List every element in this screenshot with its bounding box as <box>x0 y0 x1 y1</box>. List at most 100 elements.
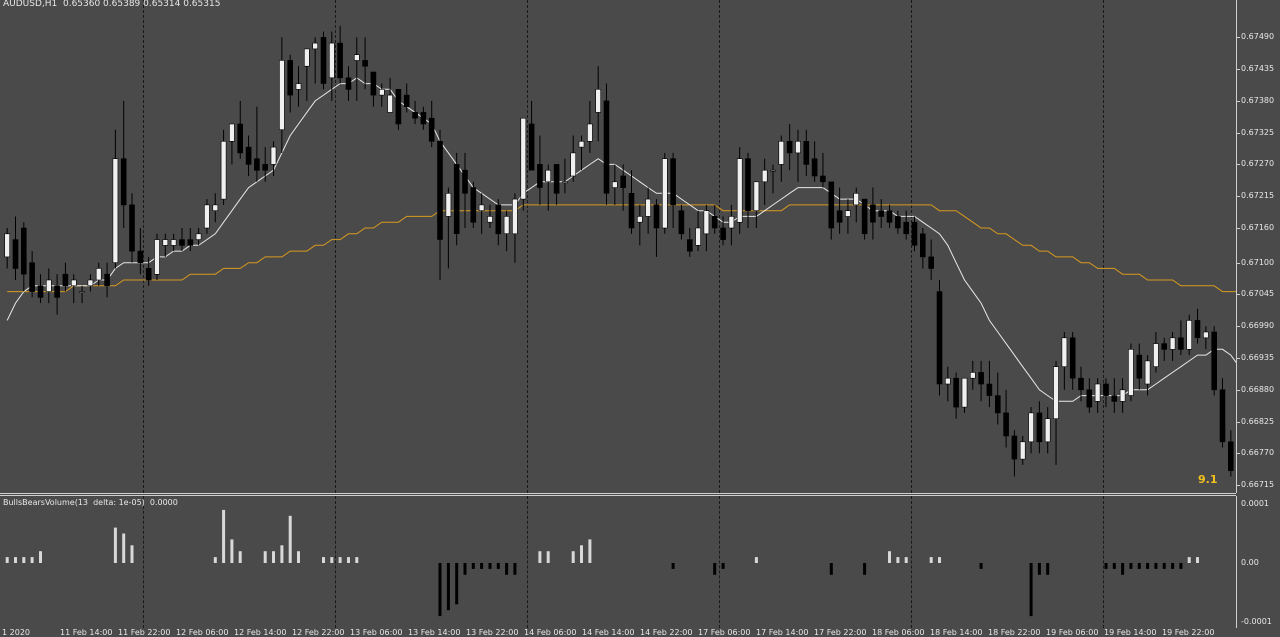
indicator-axis[interactable] <box>1236 496 1280 628</box>
bear-candle <box>720 227 726 240</box>
bears-volume-bar <box>1046 563 1050 575</box>
bears-volume-bar <box>488 563 492 569</box>
bull-candle <box>220 141 227 200</box>
bull-candle <box>545 169 552 183</box>
price-plot-area[interactable] <box>0 0 1236 493</box>
bull-candle <box>270 146 277 165</box>
vgrid-line <box>911 496 912 628</box>
bulls-volume-bar <box>571 551 575 563</box>
bear-candle <box>1211 331 1217 391</box>
bull-candle <box>1144 360 1151 385</box>
bull-candle <box>170 239 177 246</box>
time-axis-label: 19 Feb 14:00 <box>1104 628 1157 637</box>
vgrid-line <box>719 496 720 628</box>
price-tick-mark <box>1236 100 1240 102</box>
bear-candle <box>953 377 959 408</box>
bull-candle <box>154 239 160 275</box>
bull-candle <box>1061 337 1068 367</box>
bulls-volume-bar <box>39 551 42 563</box>
time-axis-label: 11 Feb 22:00 <box>118 628 171 637</box>
bear-candle <box>20 227 27 275</box>
candlestick-chart[interactable] <box>0 0 1236 493</box>
bear-candle <box>1011 435 1018 460</box>
bull-candle <box>944 377 951 385</box>
vgrid-line <box>719 0 720 493</box>
price-axis[interactable] <box>1236 0 1280 493</box>
bulls-volume-bar <box>338 557 342 563</box>
pane-separator[interactable] <box>0 495 1236 496</box>
vgrid-line <box>527 0 528 493</box>
price-tick-mark <box>1236 37 1240 39</box>
bull-candle <box>503 216 510 234</box>
bear-candle <box>603 100 610 194</box>
pane-separator[interactable] <box>0 493 1236 494</box>
bears-volume-bar <box>1179 563 1183 569</box>
bear-candle <box>179 239 185 246</box>
time-axis-label: 13 Feb 22:00 <box>466 628 519 637</box>
price-tick-label: 0.66715 <box>1241 480 1275 490</box>
bears-volume-bar <box>863 563 867 575</box>
bears-volume-bar <box>671 563 675 569</box>
bulls-volume-bar <box>1187 557 1191 563</box>
bull-candle <box>587 123 593 142</box>
bulls-volume-bar <box>322 557 325 563</box>
bears-volume-bar <box>455 563 459 605</box>
bull-candle <box>1053 366 1059 420</box>
price-tick-mark <box>1236 196 1240 198</box>
bear-candle <box>1111 395 1118 402</box>
volume-histogram[interactable] <box>0 496 1236 628</box>
time-axis-label: 13 Feb 06:00 <box>350 628 403 637</box>
bear-candle <box>254 158 260 171</box>
price-tick-label: 0.67215 <box>1241 191 1275 201</box>
bulls-volume-bar <box>1196 557 1199 563</box>
bull-candle <box>703 210 710 235</box>
bulls-volume-bar <box>904 557 908 563</box>
vgrid-line <box>143 0 144 493</box>
bull-candle <box>204 204 210 229</box>
price-tick-mark <box>1236 262 1240 264</box>
bear-candle <box>187 239 194 246</box>
time-axis-label: 14 Feb 14:00 <box>582 628 635 637</box>
bear-candle <box>262 164 269 171</box>
indicator-pane[interactable]: BullsBearsVolume(13 delta: 1e-05) 0.0000… <box>0 496 1280 628</box>
price-tick-mark <box>1236 294 1240 296</box>
bears-volume-bar <box>446 563 450 611</box>
bull-candle <box>378 89 385 96</box>
time-axis-label: 14 Feb 22:00 <box>640 628 693 637</box>
bulls-volume-bar <box>14 557 17 563</box>
price-tick-mark <box>1236 421 1240 423</box>
bulls-volume-bar <box>754 557 758 563</box>
bull-candle <box>45 279 52 292</box>
time-axis-label: 12 Feb 22:00 <box>292 628 345 637</box>
bull-candle <box>1153 343 1159 368</box>
bear-candle <box>836 210 843 223</box>
bear-candle <box>919 233 926 258</box>
bear-candle <box>495 204 502 235</box>
bulls-volume-bar <box>22 557 26 563</box>
time-axis-label: 17 Feb 06:00 <box>698 628 751 637</box>
bear-candle <box>994 395 1001 414</box>
price-tick-label: 0.67380 <box>1241 95 1275 105</box>
bull-candle <box>87 279 94 287</box>
bear-candle <box>470 187 477 223</box>
bear-candle <box>911 221 918 246</box>
bear-candle <box>1003 412 1009 437</box>
bear-candle <box>886 210 893 223</box>
bears-volume-bar <box>1137 563 1141 569</box>
price-tick-mark <box>1236 485 1240 487</box>
bear-candle <box>345 77 352 90</box>
bear-candle <box>29 262 35 292</box>
indicator-tick-label: 0.00 <box>1241 558 1259 567</box>
bull-candle <box>95 268 102 281</box>
bulls-volume-bar <box>280 545 284 563</box>
time-axis[interactable]: 1 2020 11 Feb 14:00 11 Feb 22:00 12 Feb 06:… <box>0 628 1236 637</box>
bear-candle <box>528 123 535 171</box>
bulls-volume-bar <box>355 557 359 563</box>
price-chart-pane[interactable]: AUDUSD,H1 0.65360 0.65389 0.65314 0.6531… <box>0 0 1280 493</box>
bear-candle <box>553 164 560 194</box>
bear-candle <box>287 60 294 96</box>
bear-candle <box>137 250 144 264</box>
bear-candle <box>337 42 343 79</box>
bear-candle <box>1069 337 1076 379</box>
vgrid-line <box>335 496 336 628</box>
